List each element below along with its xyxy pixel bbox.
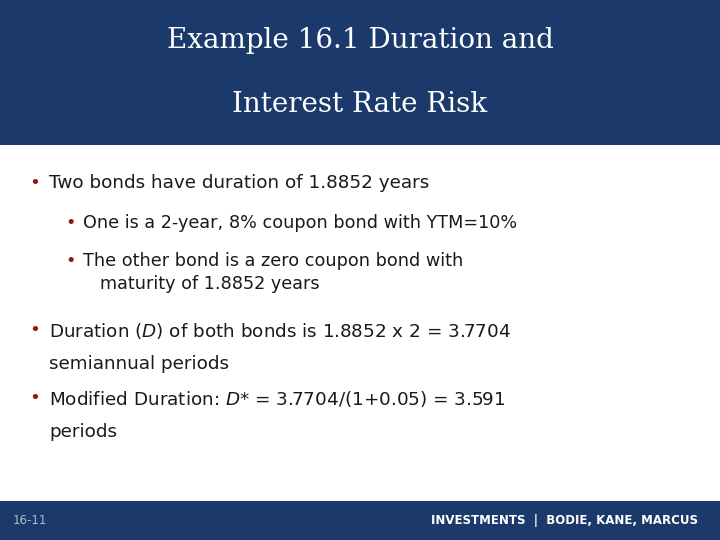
Text: Two bonds have duration of 1.8852 years: Two bonds have duration of 1.8852 years xyxy=(49,174,429,192)
Text: One is a 2-year, 8% coupon bond with YTM=10%: One is a 2-year, 8% coupon bond with YTM… xyxy=(83,214,517,232)
Text: INVESTMENTS  |  BODIE, KANE, MARCUS: INVESTMENTS | BODIE, KANE, MARCUS xyxy=(431,514,698,527)
Bar xyxy=(0,501,720,540)
Text: Example 16.1 Duration and: Example 16.1 Duration and xyxy=(166,27,554,54)
Text: •: • xyxy=(29,389,40,407)
Text: 16-11: 16-11 xyxy=(13,514,48,527)
Text: •: • xyxy=(29,321,40,339)
Text: periods: periods xyxy=(49,423,117,441)
Text: •: • xyxy=(29,174,40,192)
Text: •: • xyxy=(66,214,76,232)
Text: Duration ($\mathit{D}$) of both bonds is 1.8852 x 2 = 3.7704: Duration ($\mathit{D}$) of both bonds is… xyxy=(49,321,511,341)
Text: The other bond is a zero coupon bond with
   maturity of 1.8852 years: The other bond is a zero coupon bond wit… xyxy=(83,252,463,293)
Text: •: • xyxy=(66,252,76,271)
Text: semiannual periods: semiannual periods xyxy=(49,355,229,373)
Text: Modified Duration: $\mathit{D}$* = 3.7704/(1+0.05) = 3.591: Modified Duration: $\mathit{D}$* = 3.770… xyxy=(49,389,505,409)
Bar xyxy=(0,0,720,145)
Text: Interest Rate Risk: Interest Rate Risk xyxy=(233,91,487,118)
